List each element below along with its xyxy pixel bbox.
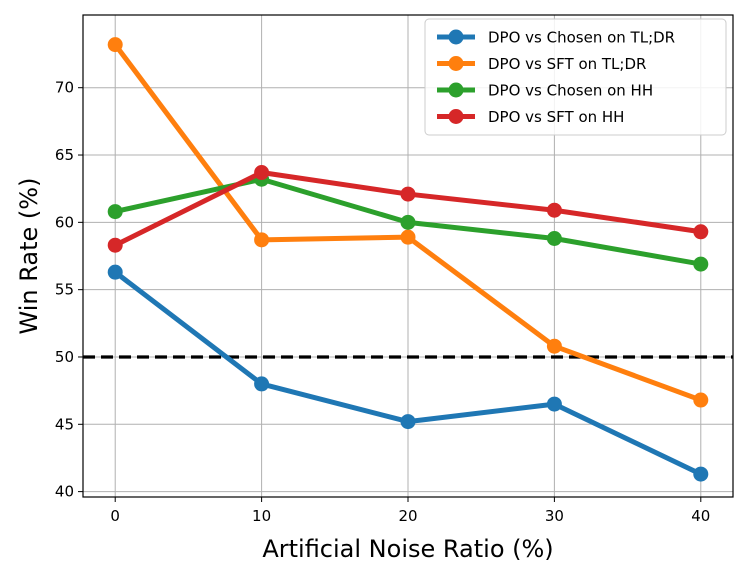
data-point	[107, 237, 123, 253]
data-point	[107, 204, 123, 220]
x-axis-label: Artificial Noise Ratio (%)	[262, 535, 553, 563]
legend-label: DPO vs SFT on TL;DR	[488, 55, 646, 73]
y-tick-label: 55	[55, 281, 74, 299]
data-point	[400, 229, 416, 245]
data-point	[693, 256, 709, 272]
x-tick-label: 30	[545, 507, 564, 525]
data-point	[693, 392, 709, 408]
legend-label: DPO vs Chosen on TL;DR	[488, 29, 675, 47]
y-tick-label: 65	[55, 146, 74, 164]
legend-label: DPO vs Chosen on HH	[488, 82, 653, 100]
x-tick-label: 20	[398, 507, 417, 525]
y-tick-label: 70	[55, 79, 74, 97]
data-point	[400, 186, 416, 202]
data-point	[546, 396, 562, 412]
data-point	[254, 165, 270, 181]
data-point	[254, 232, 270, 248]
x-tick-label: 0	[110, 507, 120, 525]
legend: DPO vs Chosen on TL;DR DPO vs SFT on TL;D…	[424, 18, 727, 136]
data-point	[254, 376, 270, 392]
y-tick-label: 45	[55, 415, 74, 433]
legend-label: DPO vs SFT on HH	[488, 108, 624, 126]
legend-marker	[448, 82, 464, 98]
data-point	[693, 466, 709, 482]
x-tick-label: 40	[691, 507, 710, 525]
legend-marker	[448, 109, 464, 124]
y-tick-label: 50	[55, 348, 74, 366]
y-axis-label: Win Rate (%)	[15, 178, 43, 335]
data-point	[546, 202, 562, 218]
data-point	[546, 338, 562, 354]
data-point	[107, 264, 123, 280]
data-point	[693, 224, 709, 240]
series-layer	[107, 37, 709, 482]
ticks: 0 10 20 30 40 40 45 50 55 60 65 70	[55, 79, 710, 525]
y-tick-label: 60	[55, 213, 74, 231]
legend-marker	[448, 29, 464, 45]
legend-marker	[448, 56, 464, 71]
y-tick-label: 40	[55, 483, 74, 501]
x-tick-label: 10	[252, 507, 271, 525]
data-point	[400, 414, 416, 430]
data-point	[546, 230, 562, 246]
legend-box	[424, 18, 727, 136]
data-point	[400, 214, 416, 230]
data-point	[107, 37, 123, 53]
